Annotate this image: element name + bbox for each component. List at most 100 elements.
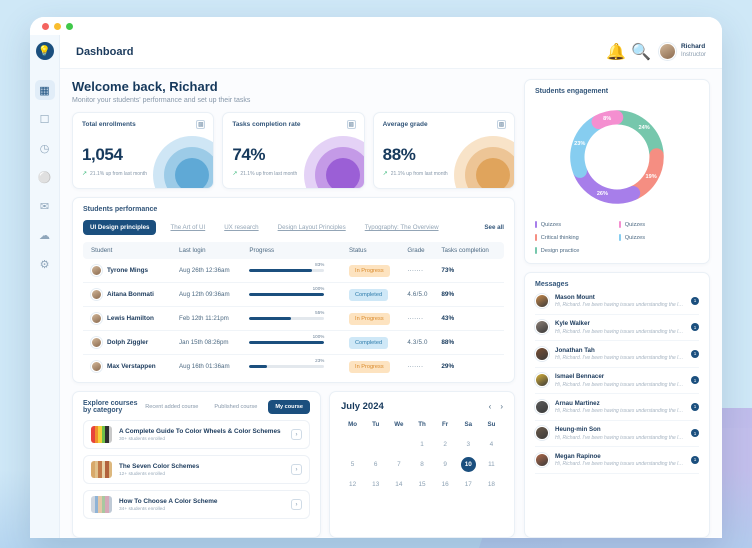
app-window: 💡 ▦ ☐ ◷ ⚪ ✉ ☁ ⚙ Da	[30, 17, 722, 538]
chevron-right-icon[interactable]: ›	[291, 464, 302, 475]
user-menu[interactable]: Richard Instructor	[658, 43, 706, 60]
table-row[interactable]: Lewis Hamilton Feb 12th 11:21pm 55% In Prog…	[83, 306, 504, 331]
sidebar-item-courses[interactable]: ☐	[35, 109, 55, 129]
calendar-grid: Mo Tu We Th Fr Sa Su 1 2 3 4 5 6 7 8 9 10 11 12 13 14 15 16 17 1…	[341, 421, 503, 492]
chart-icon[interactable]: ▩	[196, 120, 206, 129]
avatar	[91, 337, 102, 348]
avatar	[91, 265, 102, 276]
chevron-right-icon[interactable]: ›	[291, 429, 302, 440]
calendar-day[interactable]: 17	[464, 481, 472, 488]
unread-badge: 1	[691, 349, 699, 358]
legend-item: Critical thinking	[535, 234, 615, 241]
chevron-right-icon[interactable]: ›	[291, 499, 302, 510]
donut-segment-label: 26%	[596, 190, 609, 197]
course-list: A Complete Guide To Color Wheels & Color…	[83, 420, 310, 519]
list-item[interactable]: Heung-min Son Hi, Richard. I've been havi…	[535, 421, 699, 447]
list-item[interactable]: Kyle Walker Hi, Richard. I've been having…	[535, 315, 699, 341]
calendar-day[interactable]: 6	[373, 461, 378, 468]
tab-design-layout-principles[interactable]: Design Layout Principles	[277, 224, 346, 231]
bell-icon[interactable]: 🔔	[606, 43, 626, 61]
cell-last-login: Aug 12th 09:36am	[175, 282, 246, 307]
tab-ux-research[interactable]: UX research	[224, 224, 259, 231]
cell-status: Completed	[345, 282, 404, 307]
progress-bar	[249, 316, 325, 321]
calendar-day[interactable]: 15	[418, 481, 426, 488]
search-icon[interactable]: 🔍	[631, 43, 651, 61]
user-name: Richard	[680, 43, 706, 51]
tab-typography-the-overview[interactable]: Typography: The Overview	[364, 224, 439, 231]
sidebar-item-settings[interactable]: ⚙	[35, 254, 55, 274]
calendar-title: July 2024	[341, 401, 384, 412]
window-maximize-button[interactable]	[66, 22, 73, 30]
sidebar-item-dashboard[interactable]: ▦	[34, 80, 55, 100]
calendar-day[interactable]: 16	[441, 481, 449, 488]
filter-chip-recent-added-course[interactable]: Recent added course	[145, 404, 199, 410]
chevron-right-icon[interactable]: ›	[500, 402, 503, 411]
list-item[interactable]: Megan Rapinoe Hi, Richard. I've been havi…	[535, 447, 699, 474]
calendar-day[interactable]: 14	[395, 481, 403, 488]
cell-grade: ·······	[403, 306, 438, 331]
donut-segment[interactable]	[591, 110, 624, 130]
calendar-day[interactable]: 13	[372, 481, 380, 488]
see-all-link[interactable]: See all	[484, 224, 504, 231]
trend-up-icon: ↗	[82, 171, 88, 177]
calendar-weekday: Mo	[348, 421, 358, 428]
sidebar-item-support[interactable]: ☁	[35, 225, 55, 245]
donut-chart-wrapper: 24% 19% 26% 23% 8%	[535, 102, 699, 212]
calendar-day[interactable]: 2	[443, 441, 447, 448]
donut-segment[interactable]	[573, 165, 641, 204]
sidebar-item-schedule[interactable]: ◷	[35, 138, 55, 158]
list-item[interactable]: Mason Mount Hi, Richard. I've been having…	[535, 288, 699, 315]
presentation-icon: ☐	[39, 113, 50, 126]
window-minimize-button[interactable]	[54, 22, 61, 30]
list-item[interactable]: Jonathan Tah Hi, Richard. I've been havin…	[535, 341, 699, 368]
table-row[interactable]: Aitana Bonmati Aug 12th 09:36am 100% Comple…	[83, 282, 504, 307]
cell-last-login: Feb 12th 11:21pm	[175, 306, 246, 331]
calendar-day[interactable]: 5	[350, 461, 355, 468]
table-row[interactable]: Dolph Ziggler Jan 15th 08:26pm 100% Complet…	[83, 330, 504, 355]
filter-chip-my-course[interactable]: My course	[268, 400, 310, 414]
cell-progress: 100%	[245, 330, 346, 355]
message-preview: Hi, Richard. I've been having issues und…	[555, 328, 685, 335]
table-header-row: Student Last login Progress Status Grade Task…	[83, 242, 504, 259]
progress-label: 23%	[315, 357, 325, 363]
calendar-day[interactable]: 4	[489, 441, 494, 448]
calendar-day-selected[interactable]: 10	[457, 457, 480, 472]
tab-ui-design-principles[interactable]: UI Design principles	[83, 220, 157, 235]
calendar-day[interactable]: 3	[466, 441, 471, 448]
table-row[interactable]: Max Verstappen Aug 16th 01:36am 23% In Prog…	[83, 355, 504, 379]
column-header: Progress	[245, 242, 346, 259]
mail-icon: ✉	[39, 200, 50, 213]
calendar-day[interactable]: 18	[487, 481, 495, 488]
calendar-day[interactable]: 11	[488, 461, 495, 468]
calendar-day[interactable]: 7	[397, 461, 401, 468]
calendar-day[interactable]: 8	[420, 461, 424, 468]
list-item[interactable]: The Seven Color Schemes 12+ students enro…	[83, 455, 310, 484]
sidebar-item-students[interactable]: ⚪	[35, 167, 55, 187]
chart-icon[interactable]: ▩	[346, 120, 356, 129]
list-item[interactable]: How To Choose A Color Scheme 34+ students…	[83, 490, 310, 519]
list-item[interactable]: A Complete Guide To Color Wheels & Color…	[83, 420, 310, 449]
status-badge: In Progress	[349, 312, 390, 325]
calendar-day[interactable]: 1	[420, 441, 424, 448]
stat-card-delta: ↗ 21.1% up from last month	[232, 170, 354, 178]
table-row[interactable]: Tyrone Mings Aug 26th 12:36am 83% In Progre…	[83, 259, 504, 283]
message-preview: Hi, Richard. I've been having issues und…	[555, 302, 685, 308]
filter-chip-published-course[interactable]: Published course	[214, 404, 258, 410]
topbar-actions: 🔔 🔍 Richard Instructor	[606, 43, 706, 61]
calendar-day[interactable]: 9	[443, 461, 447, 468]
course-title: A Complete Guide To Color Wheels & Color…	[119, 427, 281, 435]
donut-segment[interactable]	[570, 115, 605, 178]
donut-segment[interactable]	[610, 110, 664, 161]
sidebar-item-messages[interactable]: ✉	[35, 196, 55, 216]
calendar-day[interactable]: 12	[349, 481, 357, 488]
stat-card-title: Average grade	[382, 121, 428, 128]
window-close-button[interactable]	[42, 22, 49, 30]
tab-the-art-of-ui[interactable]: The Art of UI	[170, 224, 206, 231]
chart-icon[interactable]: ▩	[496, 120, 506, 129]
legend-swatch	[619, 234, 621, 241]
list-item[interactable]: Ismael Bennacer Hi, Richard. I've been ha…	[535, 368, 699, 394]
right-column: Students engagement 24% 19% 26% 23% 8% Quizz…	[524, 79, 710, 538]
list-item[interactable]: Arnau Martinez Hi, Richard. I've been hav…	[535, 394, 699, 421]
chevron-left-icon[interactable]: ‹	[488, 402, 492, 411]
